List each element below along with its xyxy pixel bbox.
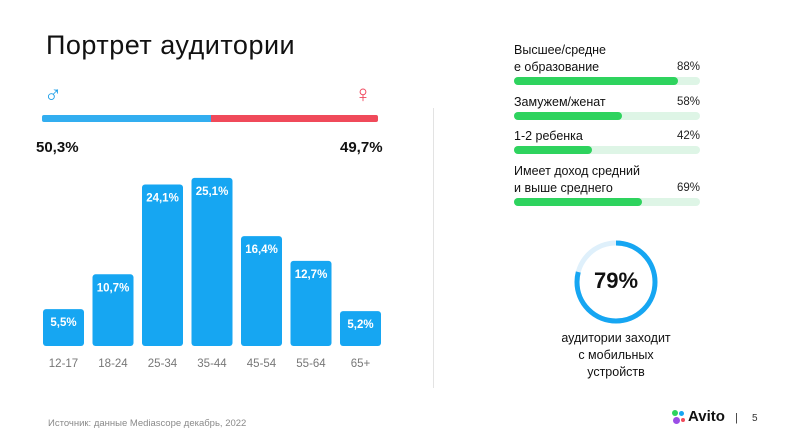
stat-value: 88% [676,61,700,73]
female-percent: 49,7% [340,139,383,156]
donut-arc [574,240,658,324]
stat-value: 58% [676,96,700,108]
age-bar [191,177,233,346]
age-bar-label: 5,2% [347,319,373,331]
stat-track [514,146,700,154]
age-bar-chart: 5,5% 12-17 10,7% 18-24 24,1% 25-34 25,1% 35-44 1… [43,177,381,370]
age-bar [92,274,134,346]
age-bar-label: 25,1% [196,186,229,198]
stat-item: Замужем/женат 58% [514,94,704,120]
stat-fill [514,77,678,85]
stat-fill [514,198,643,206]
stat-label-line: Высшее/средне [514,43,607,57]
stat-label: Замужем/женат [514,94,704,111]
stat-label-line: и выше среднего [514,181,613,195]
stat-track [514,112,700,120]
stat-label-line: 1-2 ребенка [514,129,583,143]
male-icon: ♂ [44,81,62,108]
stat-value: 42% [676,130,700,142]
mobile-caption-line: устройств [587,365,645,379]
age-bar [241,236,282,346]
source-note: Источник: данные Mediascope декабрь, 202… [48,418,247,429]
age-category-label: 45-54 [247,358,277,370]
age-category-label: 25-34 [148,358,178,370]
mobile-caption-line: аудитории заходит [561,331,671,345]
age-category-label: 18-24 [98,358,128,370]
stat-value: 69% [676,182,700,194]
page-number: 5 [752,413,758,424]
age-bar-label: 12,7% [295,269,328,281]
stat-label-line: е образование [514,60,600,74]
footer-separator: | [735,412,738,424]
divider [433,108,434,388]
age-bar [290,260,332,346]
page-title: Портрет аудитории [46,30,296,60]
age-bar-label: 5,5% [50,317,76,329]
age-category-label: 65+ [351,358,371,370]
mobile-caption-line: с мобильных [578,348,654,362]
age-category-label: 55-64 [296,358,326,370]
age-bar-label: 16,4% [245,244,278,256]
gender-split-bar [42,115,378,122]
stat-label: 1-2 ребенка [514,128,704,145]
avito-logo-icon [672,409,686,424]
male-percent: 50,3% [36,139,79,156]
stat-label-line: Имеет доход средний [514,164,640,178]
age-category-label: 35-44 [197,358,227,370]
stat-track [514,77,700,85]
mobile-caption: аудитории заходит с мобильных устройств [540,330,692,381]
stat-fill [514,146,593,154]
age-bar [340,311,381,346]
stat-item: Имеет доход средний и выше среднего 69% [514,163,704,206]
stat-fill [514,112,622,120]
female-share-bar [211,115,378,122]
avito-logo-text: Avito [688,408,725,425]
mobile-donut [574,240,658,324]
avito-logo: Avito [672,408,725,425]
age-category-label: 12-17 [49,358,78,370]
stat-label-line: Замужем/женат [514,95,606,109]
stat-track [514,198,700,206]
stat-label: Имеет доход средний и выше среднего [514,163,704,197]
age-bar [43,309,84,346]
age-bar-label: 10,7% [97,282,130,294]
stat-item: Высшее/средне е образование 88% [514,42,704,85]
female-icon: ♀ [354,81,372,108]
stat-label: Высшее/средне е образование [514,42,704,76]
age-bar [142,184,183,346]
stat-item: 1-2 ребенка 42% [514,128,704,154]
mobile-percent: 79% [593,268,639,293]
age-bar-label: 24,1% [146,193,179,205]
male-share-bar [42,115,211,122]
